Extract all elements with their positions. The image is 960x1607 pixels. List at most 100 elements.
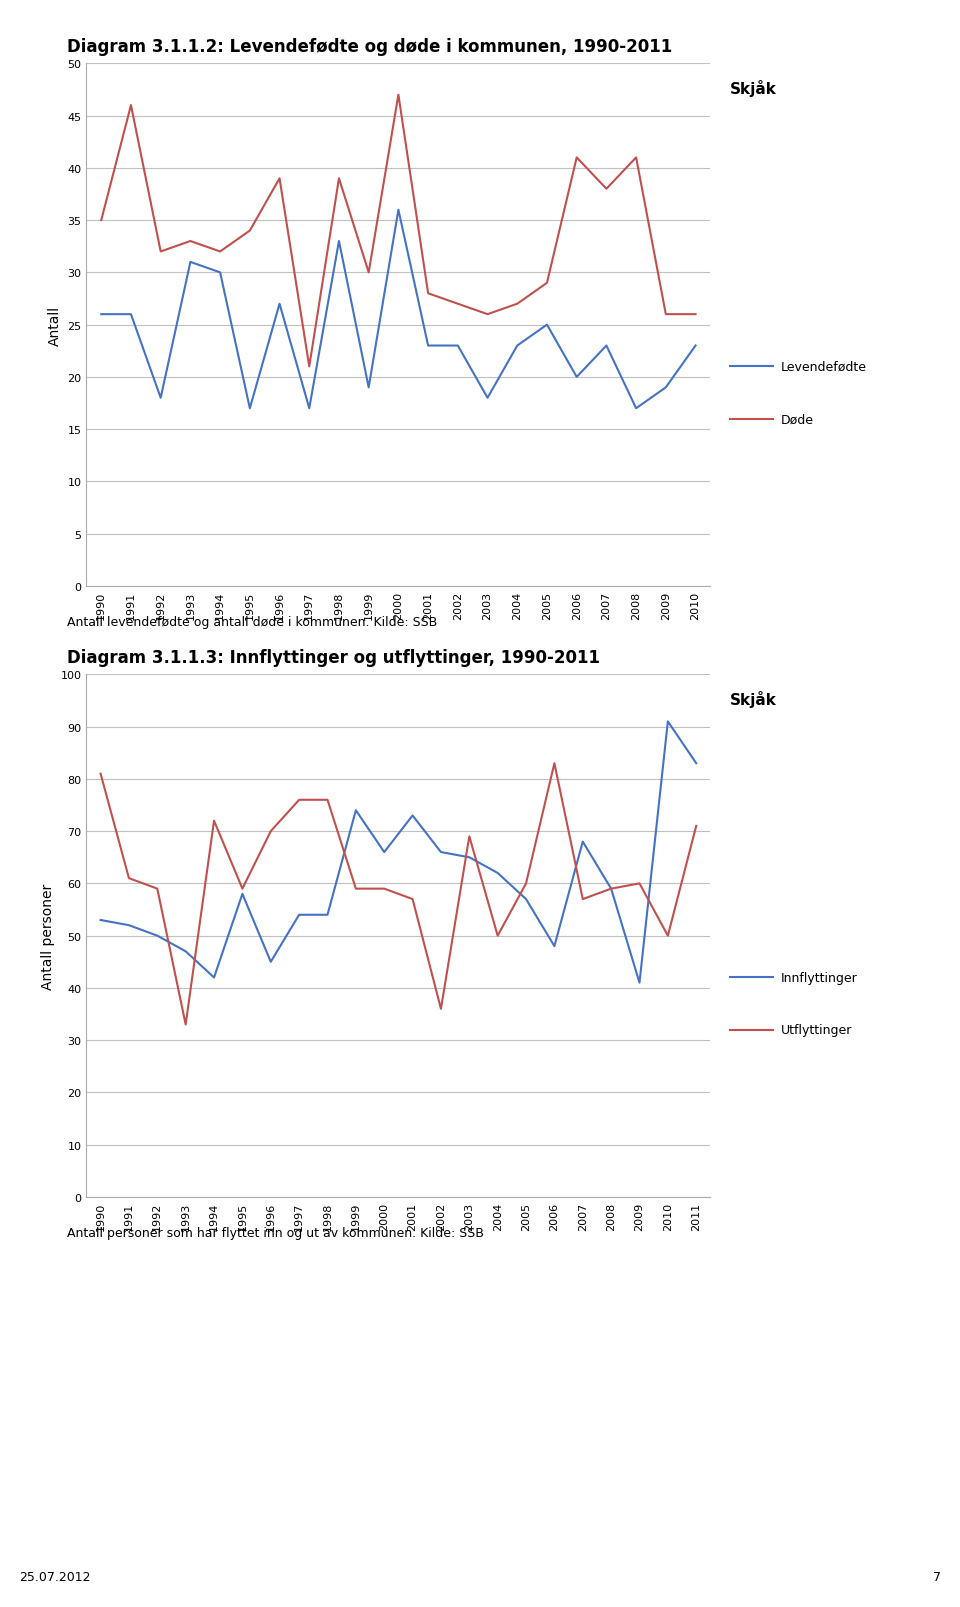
Innflyttinger [378,842,390,861]
Døde [541,273,553,292]
Innflyttinger [208,967,220,987]
Utflyttinger [662,926,674,945]
Innflyttinger [690,754,702,773]
Døde [244,222,255,241]
Levendefødte [422,336,434,355]
Line: Levendefødte: Levendefødte [101,211,696,408]
Utflyttinger [265,821,276,842]
Levendefødte [95,305,107,325]
Text: Levendefødte: Levendefødte [780,360,867,374]
Levendefødte [214,264,226,283]
Text: Utflyttinger: Utflyttinger [780,1024,852,1037]
Innflyttinger [407,807,419,826]
Text: Diagram 3.1.1.2: Levendefødte og døde i kommunen, 1990-2011: Diagram 3.1.1.2: Levendefødte og døde i … [67,39,672,56]
Døde [482,305,493,325]
Text: 7: 7 [933,1570,941,1583]
Innflyttinger [350,802,362,820]
Døde [274,169,285,188]
Innflyttinger [577,832,588,852]
Line: Innflyttinger: Innflyttinger [101,722,696,983]
Utflyttinger [548,754,560,773]
Utflyttinger [606,879,617,898]
Utflyttinger [407,890,419,910]
Innflyttinger [634,974,645,993]
Utflyttinger [180,1016,191,1035]
Text: Antall levendefødte og antall døde i kommunen. Kilde: SSB: Antall levendefødte og antall døde i kom… [67,615,438,628]
Døde [363,264,374,283]
Line: Utflyttinger: Utflyttinger [101,763,696,1025]
Døde [333,169,345,188]
Utflyttinger [236,879,248,898]
Døde [660,305,672,325]
Text: Døde: Døde [780,413,813,426]
Innflyttinger [435,842,446,861]
Levendefødte [601,336,612,355]
Levendefødte [274,296,285,315]
Utflyttinger [95,765,107,784]
Døde [631,148,642,167]
Levendefødte [303,399,315,418]
Utflyttinger [634,874,645,893]
Innflyttinger [662,712,674,731]
Levendefødte [393,201,404,220]
Innflyttinger [548,937,560,956]
Text: Skjåk: Skjåk [730,80,777,98]
Døde [512,296,523,315]
Innflyttinger [464,848,475,868]
Utflyttinger [152,879,163,898]
Levendefødte [541,315,553,334]
Levendefødte [333,231,345,251]
Døde [184,231,196,251]
Levendefødte [512,336,523,355]
Y-axis label: Antall personer: Antall personer [41,882,55,990]
Levendefødte [125,305,136,325]
Utflyttinger [350,879,362,898]
Levendefødte [184,252,196,272]
Levendefødte [631,399,642,418]
Utflyttinger [520,874,532,893]
Døde [571,148,583,167]
Levendefødte [482,389,493,408]
Døde [690,305,702,325]
Innflyttinger [492,865,503,884]
Utflyttinger [208,812,220,831]
Text: Antall personer som har flyttet inn og ut av kommunen. Kilde: SSB: Antall personer som har flyttet inn og u… [67,1226,484,1239]
Innflyttinger [322,906,333,926]
Utflyttinger [690,816,702,836]
Levendefødte [660,378,672,397]
Utflyttinger [294,791,305,810]
Text: Skjåk: Skjåk [730,691,777,709]
Døde [452,296,464,315]
Levendefødte [155,389,166,408]
Døde [95,211,107,230]
Y-axis label: Antall: Antall [48,305,61,346]
Døde [422,284,434,304]
Døde [393,85,404,106]
Utflyttinger [577,890,588,910]
Levendefødte [244,399,255,418]
Innflyttinger [606,879,617,898]
Utflyttinger [492,926,503,945]
Levendefødte [571,368,583,387]
Levendefødte [363,378,374,397]
Døde [125,96,136,116]
Innflyttinger [265,953,276,972]
Line: Døde: Døde [101,96,696,366]
Innflyttinger [520,890,532,910]
Døde [601,180,612,199]
Text: Innflyttinger: Innflyttinger [780,971,857,985]
Døde [155,243,166,262]
Innflyttinger [294,906,305,926]
Text: 25.07.2012: 25.07.2012 [19,1570,90,1583]
Innflyttinger [236,884,248,903]
Innflyttinger [180,942,191,961]
Utflyttinger [435,1000,446,1019]
Levendefødte [452,336,464,355]
Text: Diagram 3.1.1.3: Innflyttinger og utflyttinger, 1990-2011: Diagram 3.1.1.3: Innflyttinger og utflyt… [67,649,600,667]
Innflyttinger [95,911,107,930]
Døde [214,243,226,262]
Døde [303,357,315,376]
Innflyttinger [152,926,163,945]
Utflyttinger [378,879,390,898]
Utflyttinger [464,828,475,847]
